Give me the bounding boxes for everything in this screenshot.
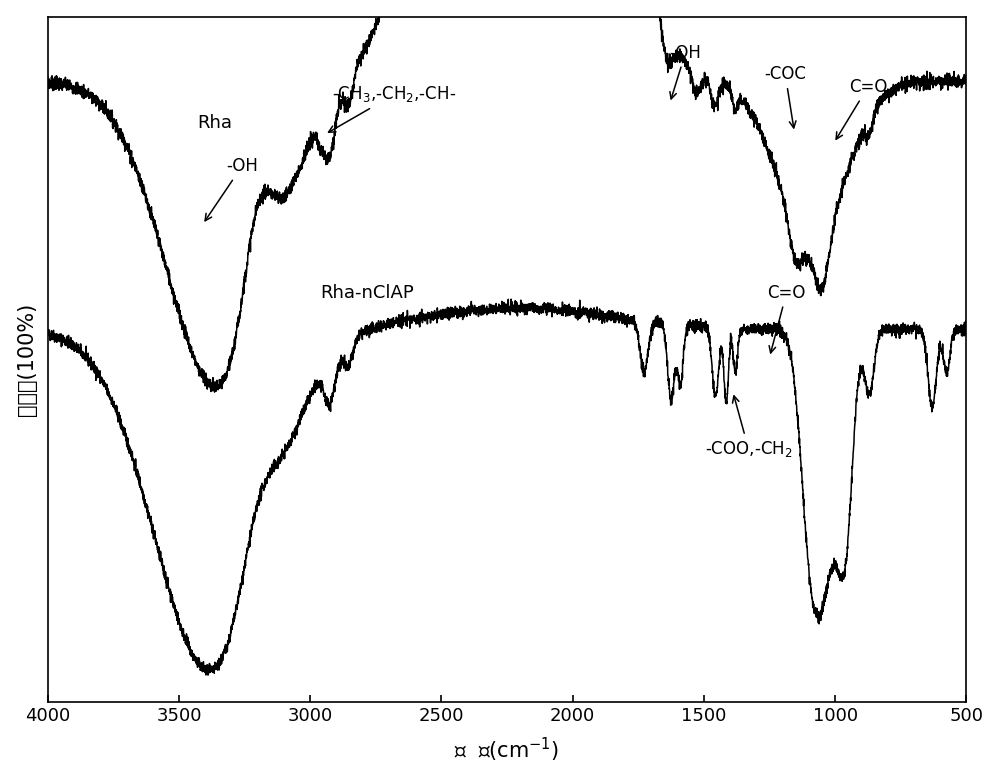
Text: C=O: C=O	[836, 78, 887, 139]
Text: C=O: C=O	[767, 284, 806, 353]
Y-axis label: 透过率(100%): 透过率(100%)	[17, 303, 37, 416]
Text: -COO,-CH$_2$: -COO,-CH$_2$	[705, 396, 792, 458]
X-axis label: 波  数(cm$^{-1}$): 波 数(cm$^{-1}$)	[454, 736, 560, 765]
Text: Rha: Rha	[197, 114, 232, 132]
Text: Rha-nClAP: Rha-nClAP	[321, 284, 414, 301]
Text: -OH: -OH	[205, 157, 258, 221]
Text: -OH: -OH	[670, 44, 701, 99]
Text: -CH$_3$,-CH$_2$,-CH-: -CH$_3$,-CH$_2$,-CH-	[329, 84, 456, 132]
Text: -COC: -COC	[764, 65, 806, 128]
